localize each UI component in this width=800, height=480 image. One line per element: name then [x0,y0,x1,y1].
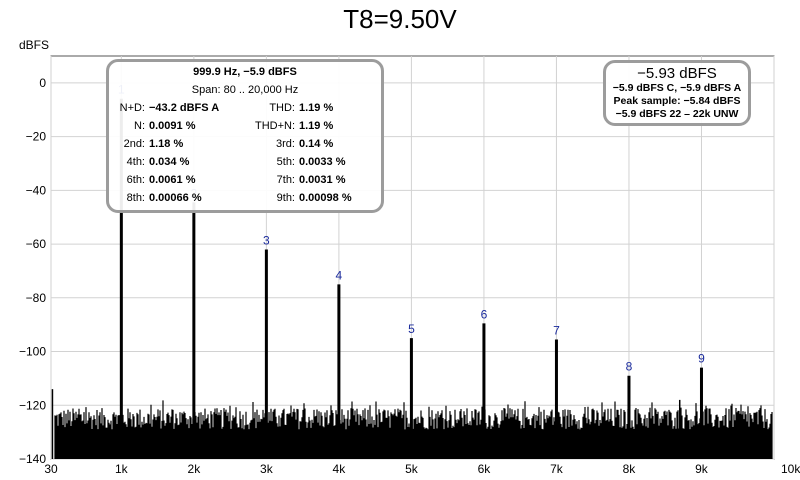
level-line-3: −5.9 dBFS 22 – 22k UNW [615,108,739,120]
info-value: 0.0061 % [149,174,196,186]
x-tick-label: 8k [623,462,637,476]
y-tick-label: 0 [39,76,46,90]
harmonic-label-9: 9 [698,352,705,366]
x-tick-label: 4k [333,462,347,476]
x-tick-label: 5k [405,462,419,476]
y-tick-labels: 0 −20 −40 −60 −80 −100 −120 −140 [19,76,46,466]
level-line-2: Peak sample: −5.84 dBFS [613,95,741,107]
harmonic-label-5: 5 [408,322,415,336]
info-value: 0.00066 % [149,192,202,204]
y-tick-label: −80 [26,291,47,305]
info-label: 3rd: [276,138,295,150]
x-tick-label: 1k [115,462,129,476]
y-tick-label: −100 [19,345,46,359]
info-value: 1.18 % [149,138,184,150]
info-label: THD: [269,102,295,114]
y-tick-label: −140 [19,452,46,466]
x-tick-label: 9k [695,462,709,476]
x-tick-label: 7k [550,462,564,476]
info-label: 2nd: [123,138,145,150]
noise-floor-fill [55,434,772,459]
measurement-info-box: 999.9 Hz, −5.9 dBFS Span: 80 .. 20,000 Hz… [106,59,384,213]
info-value: 0.0091 % [149,120,196,132]
level-line-1: −5.9 dBFS C, −5.9 dBFS A [612,82,742,94]
x-tick-label: 6k [478,462,492,476]
x-tick-label: 30 [44,462,58,476]
harmonic-label-6: 6 [481,307,488,321]
info-value: −43.2 dBFS A [149,102,220,114]
harmonic-label-7: 7 [553,323,560,337]
info-value: 1.19 % [299,120,334,132]
info-label: 9th: [276,192,295,204]
chart-title: T8=9.50V [343,4,457,34]
info-value: 0.14 % [299,138,334,150]
x-tick-label: 2k [188,462,202,476]
level-main: −5.93 dBFS [637,65,717,82]
harmonic-label-8: 8 [626,360,633,374]
x-tick-labels: 30 1k 2k 3k 4k 5k 6k 7k 8k 9k 10kHz [44,462,800,476]
noise-floor [51,389,773,459]
info-label: 7th: [276,174,295,186]
y-tick-label: −40 [26,183,47,197]
info-label: 5th: [276,156,295,168]
harmonic-label-4: 4 [336,268,343,282]
info-value: 0.034 % [149,156,190,168]
info-value: 0.0031 % [299,174,346,186]
y-tick-label: −20 [26,130,47,144]
x-tick-label: 3k [260,462,274,476]
harmonic-label-3: 3 [263,233,270,247]
info-label: 8th: [126,192,145,204]
level-readout-box: −5.93 dBFS −5.9 dBFS C, −5.9 dBFS A Peak… [603,60,751,126]
info-label: N: [134,120,145,132]
y-axis-label: dBFS [19,38,50,52]
info-label: 6th: [126,174,145,186]
info-value: 1.19 % [299,102,334,114]
info-label: THD+N: [254,120,295,132]
info-value: 0.0033 % [299,156,346,168]
info-header-frequency: 999.9 Hz, −5.9 dBFS [193,66,297,78]
y-tick-label: −120 [19,398,46,412]
info-label: N+D: [119,102,145,114]
info-label: 4th: [126,156,145,168]
info-value: 0.00098 % [299,192,352,204]
y-tick-label: −60 [26,237,47,251]
info-header-span: Span: 80 .. 20,000 Hz [191,84,299,96]
x-tick-label: 10kHz [781,462,800,476]
